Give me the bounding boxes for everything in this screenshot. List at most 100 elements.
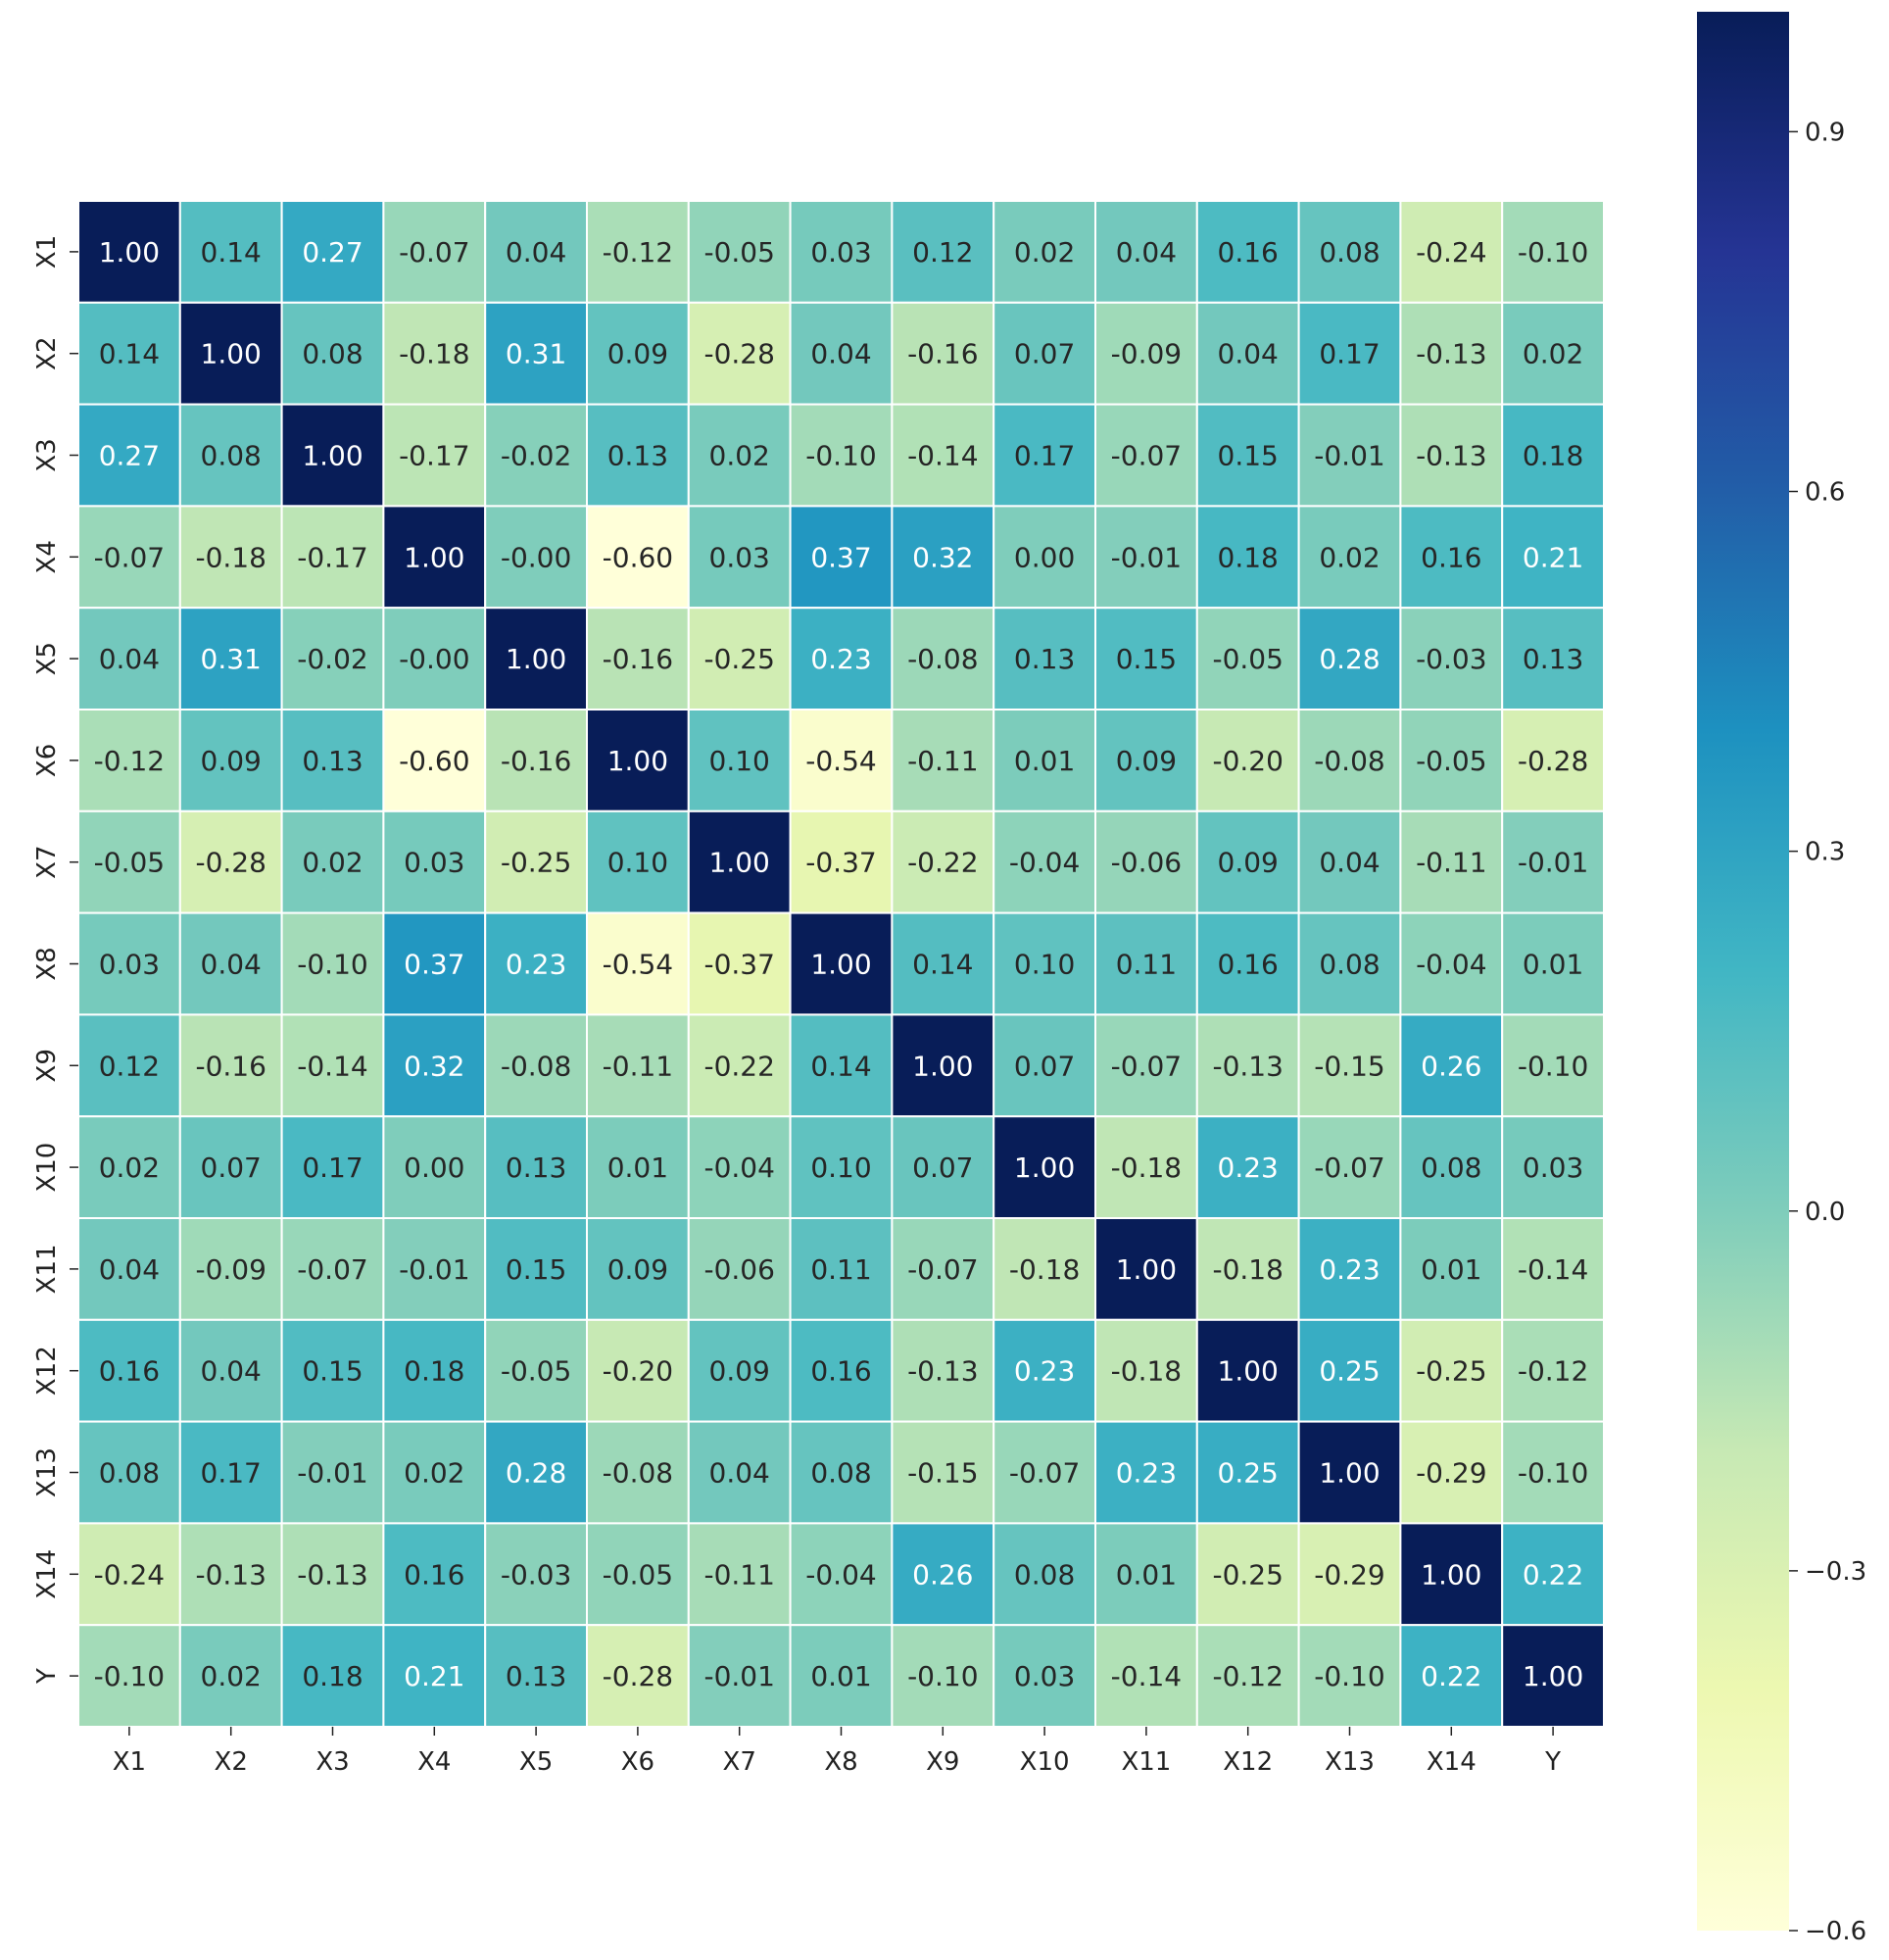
cell-value-label-X13-X14: -0.29 [1416, 1457, 1486, 1490]
heatmap-cell-X5-X7 [687, 607, 792, 711]
cell-value-label-X13-X6: -0.08 [603, 1457, 673, 1490]
heatmap-cell-X1-X1 [77, 200, 181, 304]
heatmap-cell-X7-X7 [687, 809, 792, 914]
cell-value-label-X5-X2: 0.31 [201, 643, 262, 675]
heatmap-cell-X12-X12 [1195, 1318, 1300, 1423]
heatmap-cell-X10-X12 [1195, 1115, 1300, 1219]
cell-value-label-X13-X8: 0.08 [810, 1457, 871, 1490]
cell-value-label-X9-X10: 0.07 [1014, 1050, 1075, 1082]
cell-value-label-X1-X14: -0.24 [1416, 236, 1486, 269]
heatmap-cell-X9-X9 [891, 1013, 995, 1118]
heatmap-cell-X11-X5 [484, 1217, 589, 1321]
cell-value-label-X14-X10: 0.08 [1014, 1558, 1075, 1591]
heatmap-cell-X3-X6 [586, 403, 690, 508]
heatmap-cell-X3-Y [1501, 403, 1605, 508]
y-tick-label-X9: X9 [32, 1049, 62, 1082]
cell-value-label-X4-X11: -0.01 [1111, 541, 1182, 573]
cell-value-label-X12-Y: -0.12 [1518, 1355, 1588, 1388]
heatmap-cell-X7-X12 [1195, 809, 1300, 914]
cell-value-label-X6-Y: -0.28 [1518, 745, 1588, 777]
cell-value-label-X12-X8: 0.16 [810, 1355, 871, 1388]
cell-value-label-X10-X7: -0.04 [703, 1152, 774, 1184]
colorbar-tick-label: −0.6 [1805, 1917, 1866, 1946]
y-tick-label-X1: X1 [32, 235, 62, 269]
heatmap-cell-X10-Y [1501, 1115, 1605, 1219]
heatmap-cell-X6-Y [1501, 709, 1605, 812]
heatmap-cell-X9-X7 [687, 1013, 792, 1118]
cell-value-label-X2-X12: 0.04 [1218, 338, 1279, 370]
heatmap-cell-X11-X1 [77, 1217, 181, 1321]
heatmap-cell-X14-X7 [687, 1522, 792, 1627]
heatmap-cell-X5-X13 [1297, 607, 1402, 711]
colorbar-tick-label: 0.9 [1805, 118, 1845, 147]
cell-value-label-X1-X3: 0.27 [302, 236, 363, 269]
heatmap-cell-X11-X11 [1094, 1217, 1198, 1321]
cell-value-label-X13-X2: 0.17 [201, 1457, 262, 1490]
heatmap-cell-Y-X1 [77, 1624, 181, 1728]
cell-value-label-Y-X6: -0.28 [603, 1660, 673, 1692]
cell-value-label-X2-X2: 1.00 [201, 338, 262, 370]
cell-value-label-X2-X10: 0.07 [1014, 338, 1075, 370]
cell-value-label-X7-X14: -0.11 [1416, 847, 1486, 879]
heatmap-cell-X12-X1 [77, 1318, 181, 1423]
cell-value-label-X1-X4: -0.07 [399, 236, 469, 269]
cell-value-label-X8-X8: 1.00 [810, 949, 871, 981]
cell-value-label-X13-X9: -0.15 [907, 1457, 978, 1490]
cell-value-label-X7-X10: -0.04 [1009, 847, 1080, 879]
cell-value-label-X8-X13: 0.08 [1319, 949, 1380, 981]
heatmap-cell-X2-X12 [1195, 301, 1300, 406]
y-tick-label-X6: X6 [32, 744, 62, 777]
heatmap-cell-X14-X12 [1195, 1522, 1300, 1627]
heatmap-cell-X5-X12 [1195, 607, 1300, 711]
cell-value-label-X4-X3: -0.17 [297, 541, 367, 573]
cell-value-label-X5-X3: -0.02 [297, 643, 367, 675]
cell-value-label-X2-X1: 0.14 [99, 338, 160, 370]
cell-value-label-X7-X6: 0.10 [607, 847, 668, 879]
cell-value-label-X9-X13: -0.15 [1314, 1050, 1384, 1082]
heatmap-cell-Y-X6 [586, 1624, 690, 1728]
y-tick-label-X10: X10 [32, 1143, 62, 1193]
colorbar-tick-label: 0.6 [1805, 478, 1845, 508]
heatmap-cell-X4-X2 [178, 505, 283, 610]
cell-value-label-X1-X1: 1.00 [99, 236, 160, 269]
heatmap-cell-X4-X9 [891, 505, 995, 610]
heatmap-cell-X8-X14 [1399, 911, 1504, 1016]
cell-value-label-X10-Y: 0.03 [1523, 1152, 1583, 1184]
x-tick-label-X12: X12 [1223, 1747, 1273, 1777]
cell-value-label-Y-X5: 0.13 [506, 1660, 566, 1692]
heatmap-cell-X12-X13 [1297, 1318, 1402, 1423]
heatmap-cell-X11-X13 [1297, 1217, 1402, 1321]
x-tick-label-X7: X7 [723, 1747, 756, 1777]
heatmap-cell-X3-X12 [1195, 403, 1300, 508]
cell-value-label-X5-X12: -0.05 [1212, 643, 1283, 675]
heatmap-cell-X2-X7 [687, 301, 792, 406]
heatmap-cell-X11-Y [1501, 1217, 1605, 1321]
heatmap-cell-X2-X13 [1297, 301, 1402, 406]
heatmap-cell-X12-X7 [687, 1318, 792, 1423]
cell-value-label-X3-X10: 0.17 [1014, 440, 1075, 472]
cell-value-label-X1-X5: 0.04 [506, 236, 566, 269]
cell-value-label-X6-X4: -0.60 [399, 745, 469, 777]
cell-value-label-X2-X9: -0.16 [907, 338, 978, 370]
heatmap-cell-X9-X6 [586, 1013, 690, 1118]
cell-value-label-X13-X5: 0.28 [506, 1457, 566, 1490]
cell-value-label-X2-X7: -0.28 [703, 338, 774, 370]
cell-value-label-X9-Y: -0.10 [1518, 1050, 1588, 1082]
heatmap-cell-X5-X4 [382, 607, 487, 711]
y-tick-label-X2: X2 [32, 337, 62, 370]
cell-value-label-X3-X14: -0.13 [1416, 440, 1486, 472]
heatmap-cell-X2-X10 [993, 301, 1097, 406]
cell-value-label-Y-X9: -0.10 [907, 1660, 978, 1692]
heatmap-cell-X7-X5 [484, 809, 589, 914]
cell-value-label-X4-X1: -0.07 [94, 541, 165, 573]
cell-value-label-X9-X4: 0.32 [404, 1050, 464, 1082]
cell-value-label-X10-X9: 0.07 [912, 1152, 973, 1184]
cell-value-label-X3-X2: 0.08 [201, 440, 262, 472]
heatmap-cell-X10-X3 [280, 1115, 385, 1219]
heatmap-cell-X8-X11 [1094, 911, 1198, 1016]
cell-value-label-X9-X3: -0.14 [297, 1050, 367, 1082]
cell-value-label-X11-X9: -0.07 [907, 1253, 978, 1286]
cell-value-label-X3-X4: -0.17 [399, 440, 469, 472]
heatmap-cell-X9-X4 [382, 1013, 487, 1118]
cell-value-label-X12-X14: -0.25 [1416, 1355, 1486, 1388]
